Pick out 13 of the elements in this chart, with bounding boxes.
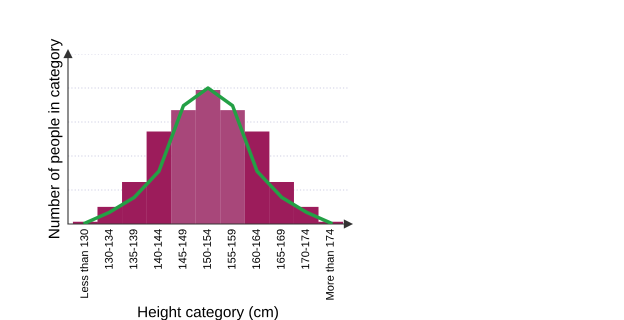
- x-tick-label: 150-154: [203, 229, 211, 269]
- x-tick-label: Less than 130: [80, 229, 88, 298]
- x-tick-label: 140-144: [154, 229, 162, 269]
- x-tick-label: 170-174: [301, 229, 310, 269]
- x-tick-label: More than 174: [326, 229, 334, 300]
- y-axis-title: Number of people in category: [48, 38, 62, 238]
- x-tick-label: 130-134: [104, 229, 113, 269]
- x-tick-label: 145-149: [178, 229, 186, 269]
- x-axis-title: Height category (cm): [138, 306, 278, 320]
- x-tick-label: 155-159: [228, 229, 236, 269]
- x-tick-label: 135-139: [129, 229, 138, 269]
- x-tick-label: 165-169: [276, 229, 285, 269]
- x-tick-label: 160-164: [252, 229, 260, 269]
